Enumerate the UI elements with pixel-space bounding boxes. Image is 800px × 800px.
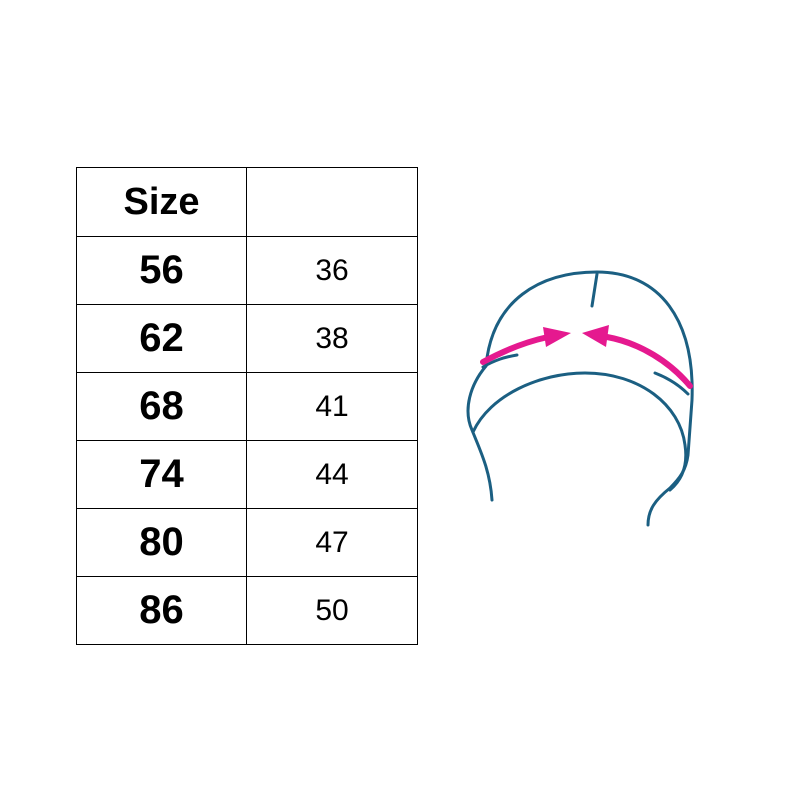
header-measurement bbox=[246, 167, 418, 237]
value-cell: 50 bbox=[246, 576, 418, 645]
value-cell: 38 bbox=[246, 304, 418, 373]
hat-brim bbox=[471, 371, 688, 492]
value-cell: 44 bbox=[246, 440, 418, 509]
table-row: 62 38 bbox=[76, 304, 418, 373]
table-row: 74 44 bbox=[76, 440, 418, 509]
arrow-left bbox=[480, 334, 551, 365]
value-cell: 41 bbox=[246, 372, 418, 441]
arrowhead-left bbox=[543, 327, 571, 347]
brim-fold-left bbox=[481, 353, 519, 369]
value-cell: 36 bbox=[246, 236, 418, 305]
size-cell: 68 bbox=[76, 372, 247, 441]
arrow-right bbox=[604, 334, 693, 389]
size-cell: 74 bbox=[76, 440, 247, 509]
arrowhead-right bbox=[582, 325, 609, 347]
hat-left-side bbox=[466, 364, 494, 502]
value-cell: 47 bbox=[246, 508, 418, 577]
brim-fold-right bbox=[653, 371, 690, 396]
table-row: 86 50 bbox=[76, 576, 418, 645]
header-size: Size bbox=[76, 167, 247, 237]
table-header-row: Size bbox=[76, 167, 418, 237]
size-cell: 80 bbox=[76, 508, 247, 577]
hat-seam bbox=[590, 272, 599, 308]
size-table: Size 56 36 62 38 68 41 74 44 80 47 86 50 bbox=[76, 167, 418, 645]
hat-dome bbox=[484, 270, 694, 527]
table-row: 80 47 bbox=[76, 508, 418, 577]
size-cell: 62 bbox=[76, 304, 247, 373]
size-cell: 86 bbox=[76, 576, 247, 645]
table-row: 68 41 bbox=[76, 372, 418, 441]
